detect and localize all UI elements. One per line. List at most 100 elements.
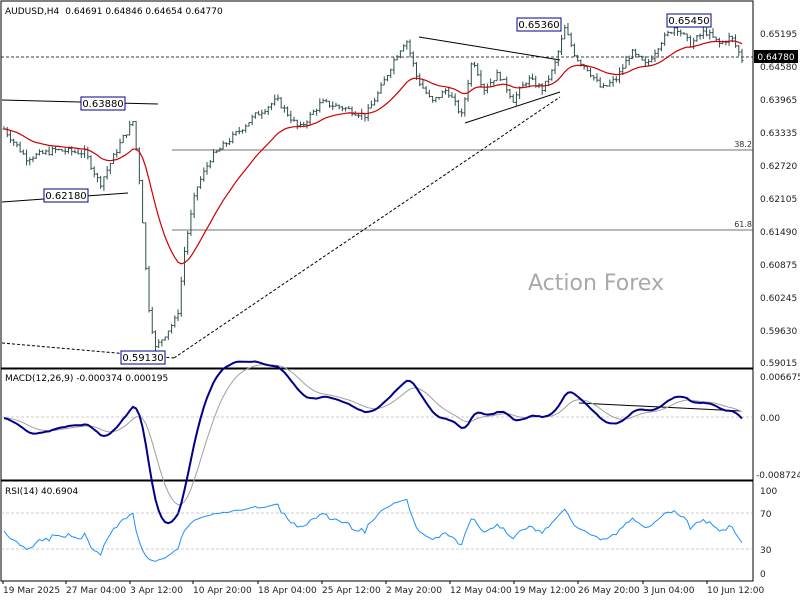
price-bar [453, 93, 457, 106]
price-bar [431, 95, 435, 103]
price-bar [369, 100, 373, 109]
price-bar [228, 138, 232, 146]
price-bar [524, 82, 528, 88]
price-bar [473, 61, 477, 68]
price-bar [376, 91, 380, 103]
price-bar [415, 62, 419, 80]
price-bar [50, 146, 54, 156]
price-bar [163, 336, 167, 341]
rsi-line [3, 498, 743, 562]
price-bar [669, 31, 673, 34]
price-tick-2: 0.64580 [760, 63, 797, 73]
price-bar [679, 29, 683, 37]
price-bar [688, 35, 692, 48]
price-bar [276, 94, 280, 102]
rsi-axis-70: 70 [760, 510, 772, 520]
price-bar [705, 27, 709, 37]
price-bar [141, 179, 145, 224]
price-tick-11: 0.59015 [760, 359, 797, 369]
price-bar [63, 147, 67, 155]
price-bar [656, 48, 660, 57]
price-bar [347, 105, 351, 110]
price-bar [440, 90, 444, 99]
svg-text:AUDUSD,H40.64691 0.64846 0.646: AUDUSD,H4 0.64691 0.64846 0.64654 0.64770 [5, 7, 223, 17]
price-bar [179, 276, 183, 317]
price-bar [563, 24, 567, 40]
price-bar [402, 44, 406, 52]
price-bar [218, 147, 222, 152]
price-bar [234, 130, 238, 136]
price-bar [469, 62, 473, 87]
triangle-top-line [418, 36, 561, 61]
price-bar [714, 36, 718, 42]
price-bar [66, 146, 70, 154]
symbol-label: AUDUSD,H4 [5, 7, 60, 17]
price-bar [83, 145, 87, 158]
price-bar [382, 76, 386, 86]
price-bar [479, 70, 483, 88]
rsi-axis-30: 30 [760, 546, 772, 556]
price-bar [89, 155, 93, 171]
price-bar [408, 39, 412, 58]
time-axis-label: 26 May 20:00 [578, 586, 640, 596]
price-bar [92, 166, 96, 178]
price-bar [511, 94, 515, 103]
price-bar [392, 57, 396, 75]
price-bar [476, 63, 480, 76]
macd-axis-zero: 0.00 [760, 414, 780, 424]
price-bar [289, 110, 293, 124]
price-bar [137, 147, 141, 185]
annotation-06536: 0.65360 [516, 17, 562, 32]
price-bar [624, 55, 628, 69]
price-tick-7: 0.61490 [760, 228, 797, 238]
price-bar [244, 124, 248, 133]
rsi-axis-100: 100 [760, 487, 777, 497]
price-bar [321, 98, 325, 104]
price-bar [134, 120, 138, 151]
time-axis-label: 3 Jun 04:00 [643, 586, 695, 596]
price-bar [170, 323, 174, 334]
price-bar [166, 330, 170, 340]
price-bar [128, 120, 132, 136]
price-bar [566, 23, 570, 36]
price-bar [311, 109, 315, 115]
price-bar [199, 176, 203, 189]
price-bar [208, 159, 212, 169]
time-axis-label: 3 Apr 12:00 [130, 586, 183, 596]
range-top-line [1, 99, 159, 105]
price-bar [273, 94, 277, 106]
price-bar [502, 78, 506, 81]
price-bar [434, 96, 438, 103]
price-bar [547, 75, 551, 87]
price-bar [15, 141, 19, 148]
price-bar [121, 134, 125, 144]
time-axis-label: 2 May 20:00 [386, 586, 442, 596]
price-bar [650, 55, 654, 63]
price-bar [115, 149, 119, 158]
price-bar [260, 109, 264, 119]
price-bar [466, 79, 470, 102]
price-bar [324, 98, 328, 103]
price-bar [514, 91, 518, 106]
price-bar [295, 119, 299, 130]
rsi-title: RSI(14) 40.6904 [5, 487, 78, 497]
price-bar [350, 106, 354, 117]
price-bar [643, 56, 647, 67]
price-bar [147, 266, 151, 313]
price-bar [685, 33, 689, 42]
price-bar [224, 142, 228, 147]
fib-618-label: 61.8 [734, 220, 752, 229]
price-bar [695, 34, 699, 42]
price-bar [363, 112, 367, 122]
macd-axis-bottom: -0.008724 [756, 471, 800, 481]
price-bar [105, 166, 109, 180]
price-bar [308, 111, 312, 125]
price-bar [418, 73, 422, 87]
price-bar [630, 48, 634, 60]
price-bar [556, 50, 560, 67]
price-bar [292, 116, 296, 122]
price-bar [221, 140, 225, 150]
time-axis-label: 19 May 12:00 [514, 586, 576, 596]
price-bar [150, 306, 154, 335]
price-bar [95, 172, 99, 183]
